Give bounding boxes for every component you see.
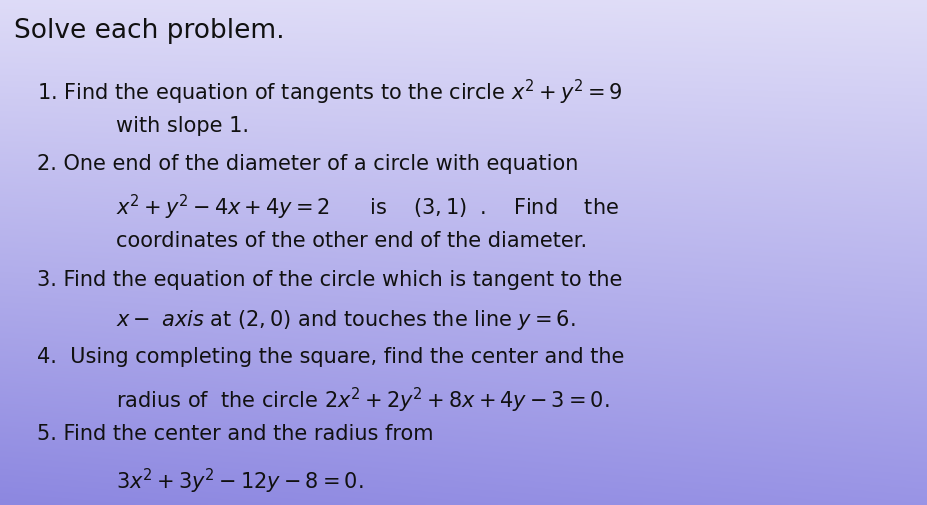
Text: coordinates of the other end of the diameter.: coordinates of the other end of the diam… xyxy=(116,231,587,251)
Text: 2. One end of the diameter of a circle with equation: 2. One end of the diameter of a circle w… xyxy=(37,154,578,174)
Text: 3. Find the equation of the circle which is tangent to the: 3. Find the equation of the circle which… xyxy=(37,270,622,290)
Text: with slope 1.: with slope 1. xyxy=(116,116,248,136)
Text: $x^2 + y^2 - 4x + 4y = 2$      is    $(3,1)$  .    Find    the: $x^2 + y^2 - 4x + 4y = 2$ is $(3,1)$ . F… xyxy=(116,193,618,222)
Text: radius of  the circle $2x^2 + 2y^2 + 8x + 4y - 3 = 0$.: radius of the circle $2x^2 + 2y^2 + 8x +… xyxy=(116,385,609,415)
Text: $x - \ \mathit{axis}$ at $(2,0)$ and touches the line $y = 6$.: $x - \ \mathit{axis}$ at $(2,0)$ and tou… xyxy=(116,308,575,332)
Text: $3x^2 + 3y^2 - 12y - 8 = 0.$: $3x^2 + 3y^2 - 12y - 8 = 0.$ xyxy=(116,467,363,496)
Text: 5. Find the center and the radius from: 5. Find the center and the radius from xyxy=(37,424,433,444)
Text: 4.  Using completing the square, find the center and the: 4. Using completing the square, find the… xyxy=(37,347,624,367)
Text: 1. Find the equation of tangents to the circle $x^2 + y^2 = 9$: 1. Find the equation of tangents to the … xyxy=(37,78,622,108)
Text: Solve each problem.: Solve each problem. xyxy=(14,18,285,43)
